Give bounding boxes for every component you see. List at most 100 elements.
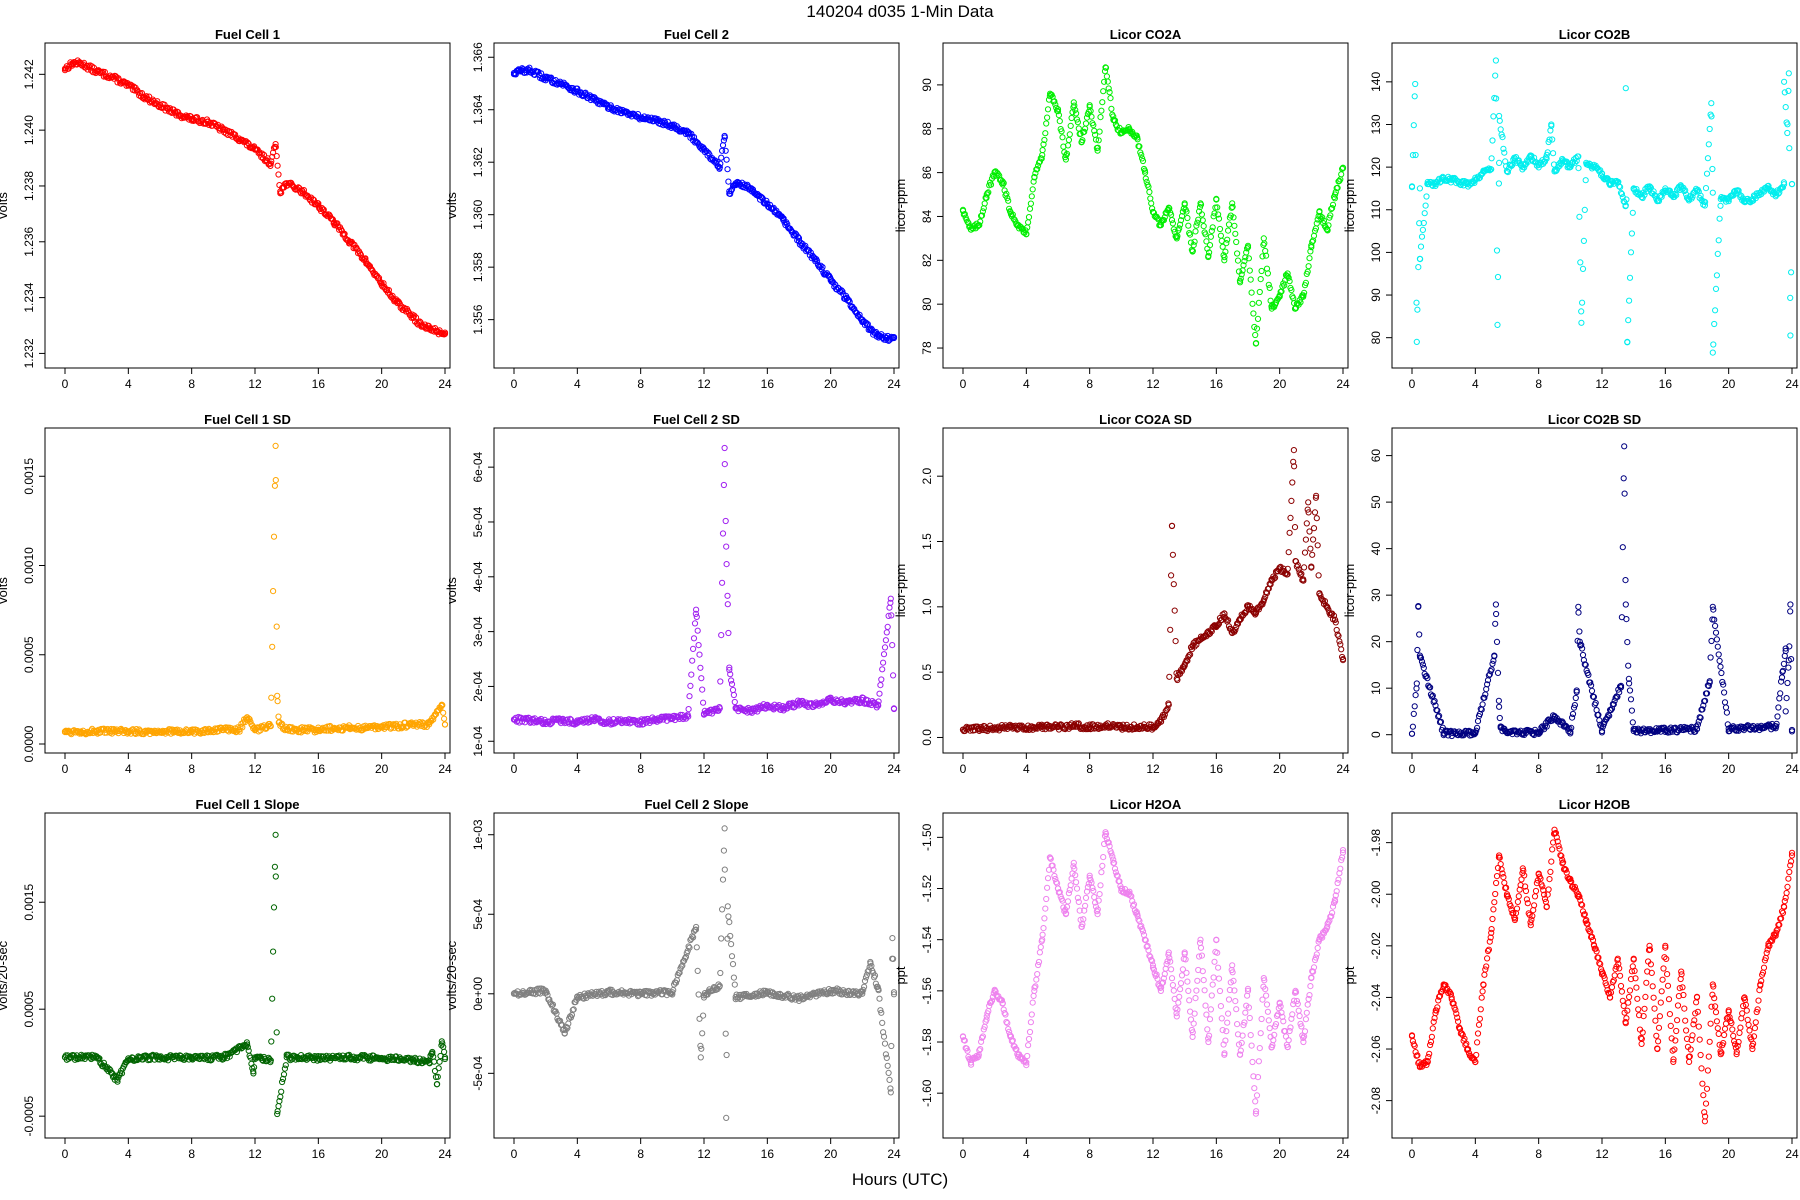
x-tick-label: 16: [761, 377, 775, 391]
data-point: [1039, 152, 1046, 159]
data-point: [1232, 230, 1239, 237]
x-tick-label: 16: [1659, 377, 1673, 391]
data-point: [1054, 108, 1062, 115]
data-point: [366, 263, 373, 270]
x-tick-label: 24: [1785, 377, 1799, 391]
data-point: [1418, 233, 1426, 240]
data-series: [1408, 57, 1796, 356]
data-point: [1582, 177, 1589, 184]
data-point: [441, 330, 449, 337]
data-point: [1254, 315, 1262, 322]
data-point: [1420, 219, 1427, 227]
data-point: [1228, 204, 1235, 211]
data-point: [1415, 264, 1422, 271]
data-point: [1576, 213, 1583, 220]
data-point: [331, 219, 338, 226]
data-point: [1101, 68, 1109, 75]
x-tick-label: 8: [1086, 377, 1093, 391]
data-point: [718, 154, 725, 161]
data-point: [1056, 118, 1063, 125]
data-point: [1331, 195, 1339, 202]
data-point: [434, 328, 441, 335]
data-point: [1126, 125, 1133, 132]
data-point: [1486, 167, 1493, 174]
data-point: [283, 180, 290, 187]
y-tick-label: 80: [920, 297, 934, 311]
data-point: [1087, 107, 1094, 115]
data-point: [732, 180, 739, 187]
data-point: [1237, 275, 1244, 282]
data-point: [378, 280, 385, 287]
data-point: [964, 218, 971, 225]
data-point: [1495, 180, 1503, 187]
x-tick-label: 8: [1535, 377, 1542, 391]
data-point: [346, 238, 354, 245]
data-point: [999, 181, 1006, 188]
data-point: [1197, 200, 1204, 207]
data-point: [720, 137, 728, 144]
data-point: [61, 65, 69, 72]
data-point: [1222, 248, 1229, 255]
data-point: [1489, 137, 1496, 144]
data-point: [1329, 205, 1336, 212]
y-tick-label: 78: [920, 341, 934, 355]
data-point: [1025, 214, 1033, 221]
data-point: [574, 85, 581, 92]
data-point: [1149, 209, 1157, 216]
data-point: [1110, 116, 1117, 124]
data-point: [1191, 238, 1198, 245]
data-point: [1138, 151, 1145, 158]
data-point: [1178, 213, 1186, 220]
x-tick-label: 12: [1595, 377, 1609, 391]
chart-title: Fuel Cell 2: [664, 27, 729, 42]
data-point: [710, 158, 718, 165]
data-point: [267, 160, 274, 167]
data-point: [1549, 136, 1556, 143]
data-point: [1252, 340, 1260, 347]
y-tick-label: 1.366: [471, 42, 485, 72]
data-point: [1604, 175, 1611, 182]
data-point: [1192, 228, 1199, 235]
data-point: [999, 178, 1006, 185]
data-point: [1229, 203, 1236, 210]
data-point: [125, 82, 132, 89]
x-tick-label: 0: [62, 377, 69, 391]
data-point: [341, 230, 348, 237]
data-point: [1250, 310, 1257, 317]
data-point: [1300, 292, 1307, 299]
data-point: [839, 288, 846, 295]
data-point: [795, 237, 803, 244]
data-point: [1234, 250, 1241, 257]
data-point: [1215, 215, 1223, 222]
data-point: [1260, 235, 1267, 242]
data-point: [1139, 155, 1146, 162]
data-point: [273, 153, 280, 160]
data-point: [967, 226, 975, 233]
data-point: [1160, 217, 1168, 224]
y-tick-label: 86: [920, 166, 934, 180]
data-point: [214, 121, 221, 128]
data-point: [1088, 113, 1095, 120]
data-point: [1500, 145, 1507, 152]
data-point: [1263, 252, 1270, 259]
data-point: [1522, 160, 1530, 168]
data-point: [1628, 230, 1636, 237]
data-point: [1329, 201, 1337, 208]
chart-title: Licor CO2A: [1110, 27, 1182, 42]
data-point: [1410, 122, 1417, 129]
data-point: [1421, 210, 1428, 217]
data-point: [574, 88, 581, 95]
x-tick-label: 20: [375, 377, 389, 391]
data-point: [590, 96, 597, 103]
data-point: [1165, 204, 1172, 211]
data-point: [299, 188, 306, 195]
data-point: [1577, 259, 1584, 266]
data-point: [1059, 134, 1066, 141]
data-point: [979, 208, 987, 215]
data-point: [1157, 222, 1165, 229]
figure-title: 140204 d035 1-Min Data: [806, 2, 994, 21]
chart-title: Fuel Cell 1: [215, 27, 280, 42]
data-point: [236, 135, 243, 142]
x-tick-label: 4: [125, 377, 132, 391]
